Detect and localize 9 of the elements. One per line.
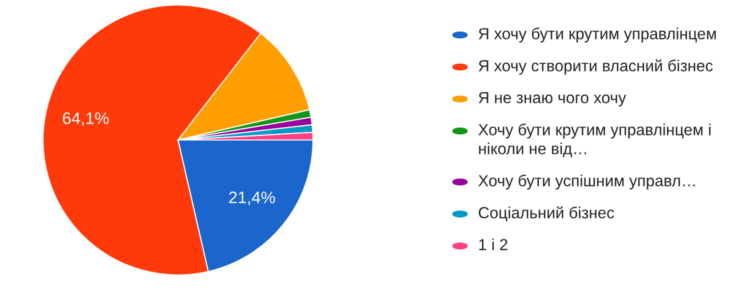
legend-label: Я хочу бути крутим управлінцем (478, 27, 716, 43)
legend-label: Я хочу створити власний бізнес (478, 59, 713, 75)
legend-label: Соціальний бізнес (478, 206, 614, 222)
legend-label: Я не знаю чого хочу (478, 92, 626, 106)
data-label: 21,4% (229, 192, 275, 206)
legend-label: 1 і 2 (479, 238, 508, 250)
data-label: 64,1% (62, 112, 109, 126)
legend-label: Хочу бути успішним управл… (478, 174, 695, 190)
legend-label: Хочу бути крутим управлінцем і ніколи не від… (478, 123, 710, 158)
